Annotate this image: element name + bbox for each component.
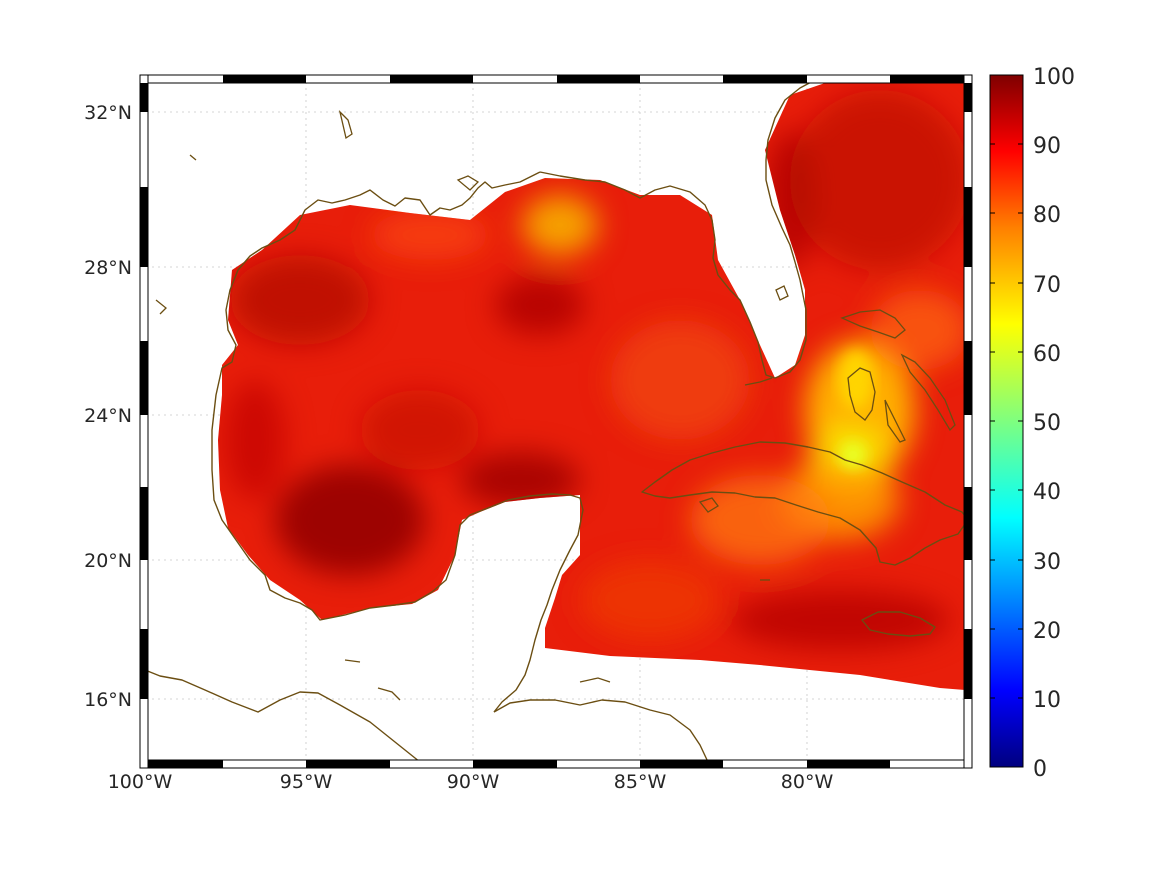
- colorbar-label-70: 70: [1033, 273, 1061, 298]
- colorbar: 0 10 20 30 40 50 60 70 80 90 100: [989, 65, 1075, 782]
- bahamas-andros: [847, 367, 876, 421]
- data-field: [218, 83, 965, 690]
- small-island-1: [338, 109, 353, 140]
- central-america-coastline: [139, 667, 421, 763]
- honduras-coastline: [493, 699, 709, 763]
- colorbar-label-60: 60: [1033, 342, 1061, 367]
- lon-label-80w: 80°W: [781, 771, 834, 793]
- lat-label-16n: 16°N: [84, 689, 132, 711]
- small-island-2: [189, 154, 197, 161]
- lon-label-85w: 85°W: [614, 771, 667, 793]
- florida-coastline: [539, 79, 816, 379]
- colorbar-label-10: 10: [1033, 688, 1061, 713]
- colorbar-label-20: 20: [1033, 619, 1061, 644]
- coastlines: [139, 79, 969, 763]
- small-island-8: [456, 175, 480, 191]
- colorbar-label-100: 100: [1033, 65, 1075, 90]
- bahamas-grand-bahama: [840, 309, 906, 339]
- bahamas-eleuthera: [900, 353, 956, 432]
- longitude-labels: 100°W 95°W 90°W 85°W 80°W: [108, 771, 834, 793]
- lon-label-95w: 95°W: [280, 771, 333, 793]
- lat-label-28n: 28°N: [84, 257, 132, 279]
- lake-okeechobee: [775, 285, 789, 301]
- small-island-6: [579, 677, 611, 683]
- small-island-5: [344, 659, 361, 663]
- lat-label-20n: 20°N: [84, 550, 132, 572]
- gulf-coastline: [211, 171, 584, 713]
- lat-label-32n: 32°N: [84, 102, 132, 124]
- small-island-4: [377, 687, 401, 701]
- colorbar-label-0: 0: [1033, 757, 1047, 782]
- cuba-coastline: [641, 441, 969, 566]
- colorbar-label-50: 50: [1033, 411, 1061, 436]
- colorbar-label-80: 80: [1033, 203, 1061, 228]
- bahamas-exuma: [884, 399, 906, 443]
- latitude-labels: 32°N 28°N 24°N 20°N 16°N: [84, 102, 132, 711]
- map-frame: [139, 74, 973, 769]
- colorbar-ticks: [990, 143, 1023, 768]
- colorbar-label-90: 90: [1033, 134, 1061, 159]
- small-island-3: [155, 299, 167, 315]
- colorbar-gradient: [989, 74, 1024, 768]
- colorbar-label-30: 30: [1033, 550, 1061, 575]
- isla-juventud: [698, 497, 719, 513]
- lon-label-90w: 90°W: [447, 771, 500, 793]
- lat-label-24n: 24°N: [84, 405, 132, 427]
- lon-label-100w: 100°W: [108, 771, 173, 793]
- colorbar-label-40: 40: [1033, 480, 1061, 505]
- jamaica-coastline: [861, 611, 936, 637]
- florida-keys: [744, 377, 773, 386]
